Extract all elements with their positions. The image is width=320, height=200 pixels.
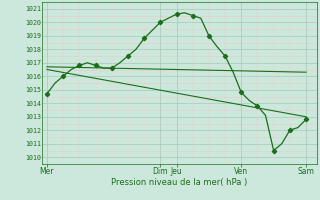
X-axis label: Pression niveau de la mer( hPa ): Pression niveau de la mer( hPa ) bbox=[111, 178, 247, 187]
